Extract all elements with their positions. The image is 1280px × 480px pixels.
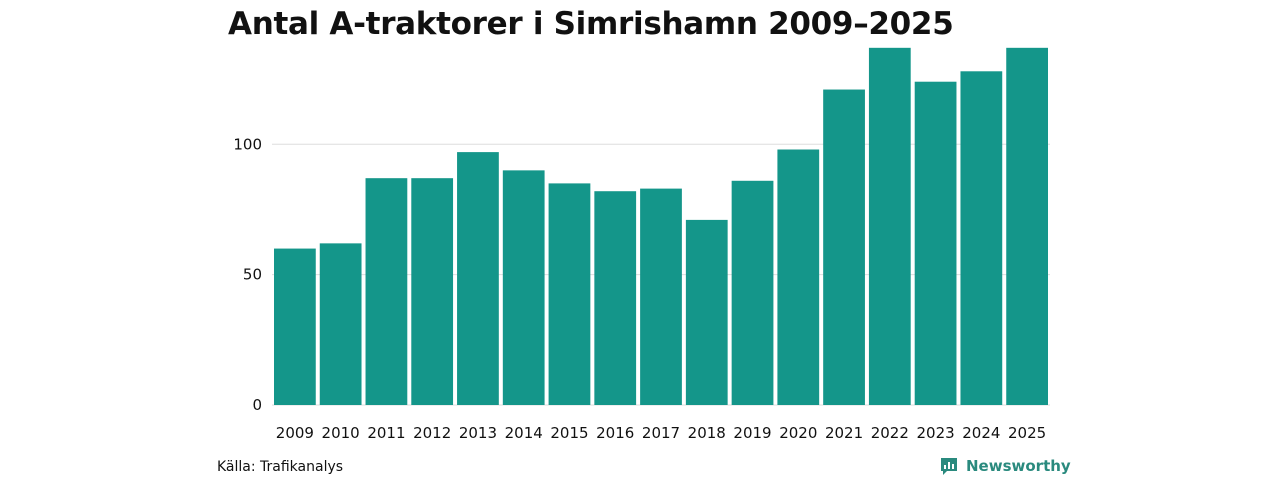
bar-2010[interactable] bbox=[319, 243, 362, 405]
bar-2025[interactable] bbox=[1006, 47, 1048, 405]
x-tick-label: 2017 bbox=[642, 424, 680, 442]
bar-2012[interactable] bbox=[411, 178, 454, 405]
bar-2014[interactable] bbox=[502, 170, 545, 405]
brand-logo[interactable]: Newsworthy bbox=[939, 456, 1071, 476]
bar-2011[interactable] bbox=[365, 178, 408, 405]
y-tick-label: 100 bbox=[233, 135, 262, 153]
bar-2019[interactable] bbox=[731, 180, 774, 405]
bar-2018[interactable] bbox=[685, 219, 728, 405]
source-note: Källa: Trafikanalys bbox=[217, 459, 344, 475]
bar-2023[interactable] bbox=[914, 81, 957, 406]
x-tick-label: 2010 bbox=[322, 424, 360, 442]
newsworthy-icon bbox=[941, 458, 957, 475]
x-tick-label: 2014 bbox=[505, 424, 543, 442]
x-tick-label: 2013 bbox=[459, 424, 497, 442]
y-axis: 0 50 100 bbox=[233, 135, 262, 414]
x-tick-label: 2024 bbox=[962, 424, 1000, 442]
x-tick-label: 2015 bbox=[550, 424, 588, 442]
bar-2020[interactable] bbox=[777, 149, 820, 406]
x-tick-label: 2012 bbox=[413, 424, 451, 442]
bar-2015[interactable] bbox=[548, 183, 591, 405]
y-tick-label: 0 bbox=[252, 396, 262, 414]
x-tick-label: 2025 bbox=[1008, 424, 1046, 442]
bar-2024[interactable] bbox=[960, 71, 1003, 405]
x-tick-label: 2021 bbox=[825, 424, 863, 442]
bar-2013[interactable] bbox=[457, 152, 499, 405]
x-tick-label: 2020 bbox=[779, 424, 817, 442]
bar-2016[interactable] bbox=[594, 191, 637, 405]
x-tick-label: 2009 bbox=[276, 424, 314, 442]
bars bbox=[274, 47, 1048, 406]
x-tick-label: 2022 bbox=[871, 424, 909, 442]
x-tick-label: 2018 bbox=[688, 424, 726, 442]
chart-title: Antal A-traktorer i Simrishamn 2009–2025 bbox=[228, 6, 954, 42]
x-axis: 2009 2010 2011 2012 2013 2014 2015 2016 2017 2018… bbox=[276, 424, 1046, 442]
bar-2009[interactable] bbox=[274, 248, 316, 405]
x-tick-label: 2023 bbox=[916, 424, 954, 442]
x-tick-label: 2016 bbox=[596, 424, 634, 442]
bar-2022[interactable] bbox=[868, 47, 911, 405]
brand-name: Newsworthy bbox=[966, 457, 1071, 475]
y-tick-label: 50 bbox=[243, 266, 262, 284]
bar-2017[interactable] bbox=[640, 188, 682, 405]
x-tick-label: 2011 bbox=[367, 424, 405, 442]
x-tick-label: 2019 bbox=[733, 424, 771, 442]
bar-2021[interactable] bbox=[823, 89, 865, 405]
